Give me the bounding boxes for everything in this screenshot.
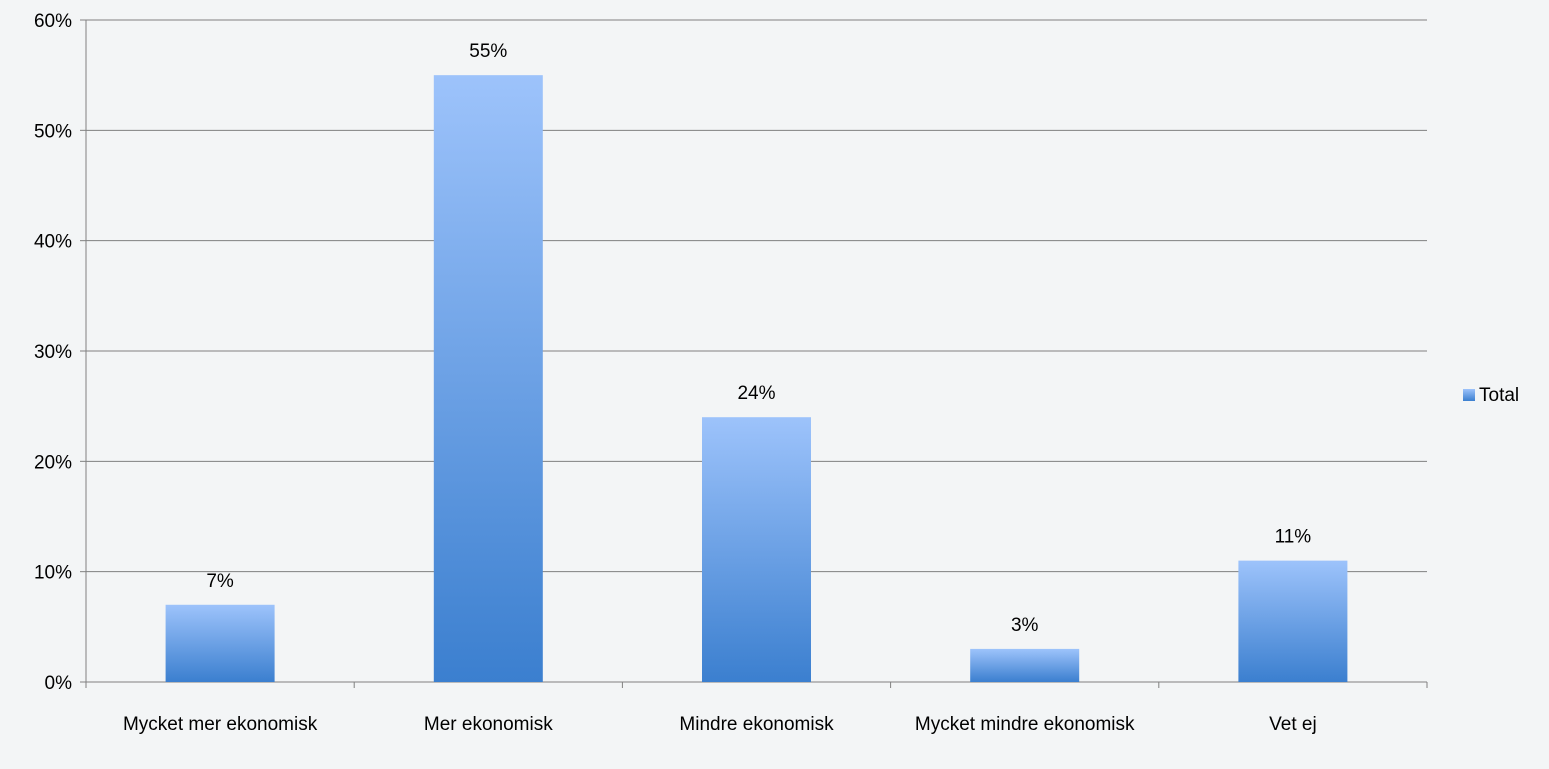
bar: [1238, 560, 1348, 682]
labels: 0% 10% 20% 30% 40% 50% 60% 7% Mycket mer ekonomi…: [34, 11, 1317, 735]
y-tick-label: 10%: [34, 563, 72, 584]
data-label: 55%: [469, 41, 507, 62]
category-label: Mycket mer ekonomisk: [123, 714, 318, 735]
gridlines: [86, 19, 1427, 573]
y-tick-label: 30%: [34, 342, 72, 363]
legend-label: Total: [1479, 385, 1519, 406]
bars: [165, 75, 1348, 682]
data-label: 7%: [206, 571, 234, 592]
bar: [433, 75, 543, 682]
data-label: 3%: [1011, 615, 1039, 636]
legend-swatch: [1463, 389, 1475, 401]
category-label: Mycket mindre ekonomisk: [915, 714, 1135, 735]
y-tick-label: 20%: [34, 452, 72, 473]
y-tick-label: 50%: [34, 121, 72, 142]
category-label: Mer ekonomisk: [424, 714, 553, 735]
y-tick-label: 40%: [34, 232, 72, 253]
y-tick-label: 0%: [45, 673, 73, 694]
data-label: 24%: [737, 383, 775, 404]
y-tick-label: 60%: [34, 11, 72, 32]
category-label: Vet ej: [1269, 714, 1317, 735]
bar: [165, 604, 275, 682]
legend: Total: [1463, 385, 1519, 406]
data-label: 11%: [1275, 527, 1312, 548]
category-label: Mindre ekonomisk: [679, 714, 834, 735]
bar: [970, 648, 1080, 682]
bar: [702, 417, 811, 682]
